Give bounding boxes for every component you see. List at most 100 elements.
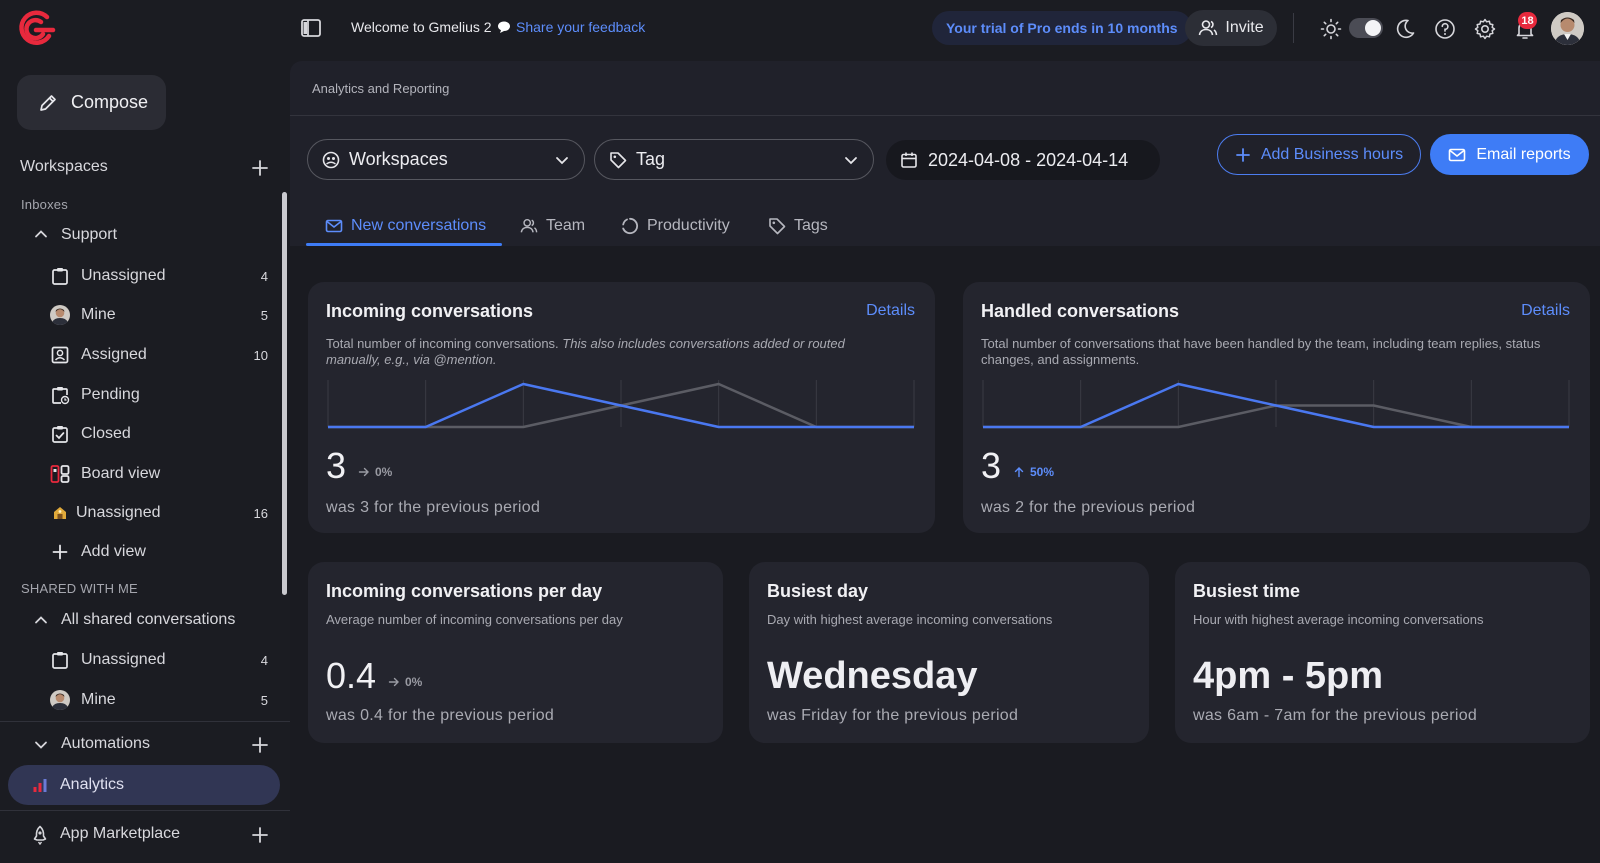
arrow-up-icon — [1013, 466, 1025, 478]
bar-chart-icon — [32, 776, 50, 794]
clipboard-icon — [48, 648, 72, 672]
delta-value: 50% — [1030, 465, 1055, 479]
app-marketplace-link[interactable]: App Marketplace — [60, 825, 181, 842]
sidebar-item-label: Assigned — [81, 346, 147, 363]
automations-group[interactable]: Automations — [61, 735, 150, 752]
gmelius-logo[interactable] — [14, 8, 56, 50]
inboxes-heading: Inboxes — [21, 197, 68, 212]
shared-item-mine[interactable]: Mine 5 — [0, 682, 280, 718]
tab-tags[interactable]: Tags — [768, 206, 828, 246]
sidebar-item-closed[interactable]: Closed — [0, 416, 280, 452]
previous-period-text: was 0.4 for the previous period — [326, 707, 555, 724]
sidebar-scrollbar[interactable] — [282, 192, 287, 595]
metric-value: 0.4 — [326, 655, 377, 696]
chart-series-line-0 — [328, 382, 914, 429]
metric-value: 3 — [981, 445, 1002, 486]
feedback-link[interactable]: Share your feedback — [497, 19, 645, 35]
chevron-up-icon[interactable] — [34, 613, 48, 627]
panel-toggle-icon[interactable] — [300, 17, 322, 39]
chevron-up-icon[interactable] — [34, 227, 48, 241]
previous-period-text: was 2 for the previous period — [981, 499, 1196, 516]
add-business-hours-button[interactable]: Add Business hours — [1217, 134, 1421, 175]
shared-with-me-heading: SHARED WITH ME — [21, 581, 138, 596]
card-title: Incoming conversations per day — [326, 581, 603, 601]
metric-delta: 0% — [358, 465, 392, 479]
help-icon[interactable] — [1433, 17, 1457, 41]
chevron-down-icon — [843, 152, 859, 168]
card-description: Total number of conversations that have … — [981, 336, 1541, 367]
sidebar-item-count: 4 — [260, 652, 268, 668]
page-title: Analytics and Reporting — [312, 81, 450, 96]
chevron-down-icon[interactable] — [34, 738, 48, 752]
incoming-details-link[interactable]: Details — [866, 302, 915, 319]
all-shared-group[interactable]: All shared conversations — [61, 611, 236, 628]
sidebar-item-add-view[interactable]: Add view — [0, 534, 280, 570]
avatar-icon — [48, 303, 72, 327]
sidebar-item-pending[interactable]: Pending — [0, 377, 280, 413]
shared-item-unassigned[interactable]: Unassigned 4 — [0, 642, 280, 678]
handled-details-link[interactable]: Details — [1521, 302, 1570, 319]
tag-value: Tag — [636, 149, 666, 169]
tab-new-conversations[interactable]: New conversations — [325, 206, 486, 246]
users-icon — [1198, 19, 1218, 37]
add-business-hours-label: Add Business hours — [1260, 145, 1404, 163]
top-bar — [0, 0, 1600, 58]
sidebar-item-assigned[interactable]: Assigned 10 — [0, 337, 280, 373]
gear-icon[interactable] — [1473, 17, 1497, 41]
theme-toggle[interactable] — [1349, 18, 1383, 38]
sidebar-item-board-view[interactable]: Board view — [0, 456, 280, 492]
date-range-value: 2024-04-08 - 2024-04-14 — [928, 149, 1129, 170]
sidebar-item-label: Analytics — [60, 776, 125, 793]
tag-icon — [768, 217, 786, 235]
tab-team[interactable]: Team — [520, 206, 585, 246]
workspace-icon — [322, 151, 340, 169]
sun-icon[interactable] — [1319, 17, 1343, 41]
plus-icon — [1235, 147, 1251, 163]
sidebar-item-mine[interactable]: Mine 5 — [0, 297, 280, 333]
emoji-icon — [48, 501, 72, 525]
metric-value: Wednesday — [767, 655, 978, 697]
card-description: Total number of incoming conversations. … — [326, 336, 886, 368]
sidebar — [0, 58, 290, 863]
chart-series-line-0 — [983, 382, 1569, 429]
metric-value: 3 — [326, 445, 347, 486]
sidebar-item-label: Unassigned — [81, 651, 166, 668]
email-reports-button[interactable]: Email reports — [1430, 134, 1589, 175]
add-workspace-plus-icon[interactable] — [250, 158, 270, 178]
trial-banner[interactable]: Your trial of Pro ends in 10 months — [932, 11, 1192, 45]
moon-icon[interactable] — [1393, 17, 1417, 41]
add-app-plus-icon[interactable] — [250, 825, 270, 845]
support-group[interactable]: Support — [61, 226, 118, 243]
tag-select[interactable]: Tag — [594, 139, 874, 180]
date-range-picker[interactable]: 2024-04-08 - 2024-04-14 — [886, 140, 1160, 180]
sidebar-item-analytics[interactable]: Analytics — [8, 765, 280, 805]
compose-label: Compose — [71, 92, 149, 112]
tab-productivity[interactable]: Productivity — [621, 206, 730, 246]
tab-label: Team — [546, 217, 586, 234]
delta-value: 0% — [375, 465, 393, 479]
workspaces-select[interactable]: Workspaces — [307, 139, 585, 180]
tab-label: New conversations — [351, 217, 487, 234]
sidebar-item-unassigned[interactable]: Unassigned 4 — [0, 258, 280, 294]
sidebar-item-label: Mine — [81, 691, 116, 708]
sidebar-item-label: Board view — [81, 465, 161, 482]
tag-icon — [609, 151, 627, 169]
sidebar-item-count: 5 — [260, 307, 268, 323]
handled-conversations-card: Handled conversations Details Total numb… — [963, 282, 1590, 533]
workspaces-heading: Workspaces — [20, 158, 108, 175]
previous-period-text: was 6am - 7am for the previous period — [1193, 707, 1478, 724]
rocket-icon — [30, 825, 50, 845]
sidebar-item-unassigned-2[interactable]: Unassigned 16 — [0, 495, 280, 531]
metric-delta: 50% — [1013, 465, 1054, 479]
email-reports-label: Email reports — [1476, 145, 1571, 163]
sidebar-item-count: 16 — [253, 505, 268, 521]
add-automation-plus-icon[interactable] — [250, 735, 270, 755]
desc-italic: This also includes conversations added o… — [326, 336, 845, 367]
incoming-sparkline — [327, 380, 915, 429]
compose-button[interactable]: Compose — [17, 75, 166, 130]
incoming-conversations-card: Incoming conversations Details Total num… — [308, 282, 935, 533]
user-avatar[interactable] — [1551, 12, 1584, 45]
progress-circle-icon — [621, 217, 639, 235]
invite-button[interactable]: Invite — [1185, 10, 1277, 46]
workspaces-value: Workspaces — [349, 149, 448, 169]
